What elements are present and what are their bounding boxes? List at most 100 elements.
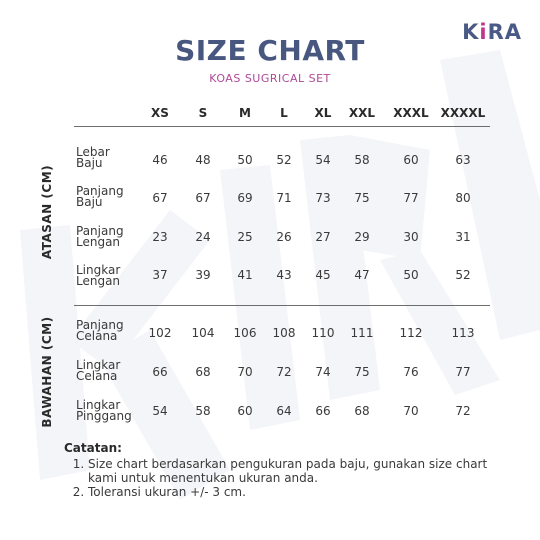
measurement-label: Lingkar Celana xyxy=(76,358,121,383)
size-value-cell: 60 xyxy=(237,404,253,418)
size-value-cell: 27 xyxy=(315,230,331,244)
size-value-cell: 73 xyxy=(315,191,331,205)
logo-mark-icon: i xyxy=(479,20,488,44)
size-value-cell: 26 xyxy=(276,230,292,244)
measurement-label-line: Celana xyxy=(76,329,118,343)
size-value-cell: 108 xyxy=(272,326,296,340)
section-label: ATASAN (CM) xyxy=(40,164,54,260)
size-value-cell: 47 xyxy=(354,268,370,282)
size-header: XS xyxy=(151,106,169,120)
size-value-cell: 45 xyxy=(315,268,331,282)
size-value-cell: 58 xyxy=(195,404,211,418)
measurement-label: Lingkar Lengan xyxy=(76,263,121,288)
measurement-label-line: Lengan xyxy=(76,235,121,249)
measurement-label-line: Lebar xyxy=(76,145,110,159)
measurement-label: Panjang Baju xyxy=(76,184,124,209)
size-header: M xyxy=(239,106,251,120)
section-divider xyxy=(74,126,490,127)
size-value-cell: 112 xyxy=(399,326,423,340)
size-value-cell: 29 xyxy=(354,230,370,244)
size-value-cell: 52 xyxy=(455,268,471,282)
size-value-cell: 68 xyxy=(354,404,370,418)
size-value-cell: 70 xyxy=(237,365,253,379)
size-value-cell: 48 xyxy=(195,153,211,167)
measurement-label: Panjang Lengan xyxy=(76,224,124,249)
size-value-cell: 54 xyxy=(315,153,331,167)
size-value-cell: 68 xyxy=(195,365,211,379)
size-value-cell: 39 xyxy=(195,268,211,282)
size-value-cell: 76 xyxy=(403,365,419,379)
size-value-cell: 113 xyxy=(451,326,475,340)
size-header: S xyxy=(198,106,208,120)
measurement-label-line: Panjang xyxy=(76,318,124,332)
measurement-label-line: Panjang xyxy=(76,184,124,198)
size-value-cell: 75 xyxy=(354,365,370,379)
size-header: XXXL xyxy=(393,106,429,120)
size-value-cell: 50 xyxy=(403,268,419,282)
size-value-cell: 106 xyxy=(233,326,257,340)
size-value-cell: 24 xyxy=(195,230,211,244)
size-value-cell: 63 xyxy=(455,153,471,167)
measurement-label-line: Lingkar xyxy=(76,358,121,372)
size-value-cell: 77 xyxy=(455,365,471,379)
note-item: Toleransi ukuran +/- 3 cm. xyxy=(88,485,504,499)
section-label: BAWAHAN (CM) xyxy=(40,316,54,428)
size-value-cell: 41 xyxy=(237,268,253,282)
size-header: XXXXL xyxy=(440,106,486,120)
size-value-cell: 74 xyxy=(315,365,331,379)
size-value-cell: 60 xyxy=(403,153,419,167)
size-header: XL xyxy=(314,106,332,120)
size-value-cell: 31 xyxy=(455,230,471,244)
measurement-label-line: Lingkar xyxy=(76,263,121,277)
size-value-cell: 72 xyxy=(455,404,471,418)
size-value-cell: 72 xyxy=(276,365,292,379)
size-value-cell: 54 xyxy=(152,404,168,418)
page-title: SIZE CHART xyxy=(175,34,365,67)
size-value-cell: 64 xyxy=(276,404,292,418)
notes-title: Catatan: xyxy=(64,441,122,455)
measurement-label: Lingkar Pinggang xyxy=(76,398,132,423)
size-value-cell: 67 xyxy=(152,191,168,205)
size-value-cell: 30 xyxy=(403,230,419,244)
measurement-label-line: Baju xyxy=(76,195,103,209)
size-value-cell: 69 xyxy=(237,191,253,205)
measurement-label-line: Lengan xyxy=(76,274,121,288)
size-value-cell: 70 xyxy=(403,404,419,418)
size-value-cell: 52 xyxy=(276,153,292,167)
measurement-label-line: Panjang xyxy=(76,224,124,238)
brand-logo: KiRA xyxy=(462,20,522,44)
size-value-cell: 66 xyxy=(152,365,168,379)
size-value-cell: 102 xyxy=(148,326,172,340)
size-value-cell: 43 xyxy=(276,268,292,282)
size-value-cell: 66 xyxy=(315,404,331,418)
size-value-cell: 104 xyxy=(191,326,215,340)
measurement-label-line: Pinggang xyxy=(76,409,132,423)
measurement-label: Panjang Celana xyxy=(76,318,124,343)
size-value-cell: 80 xyxy=(455,191,471,205)
note-item: Size chart berdasarkan pengukuran pada b… xyxy=(88,457,504,485)
measurement-label-line: Lingkar xyxy=(76,398,121,412)
measurement-label-line: Celana xyxy=(76,369,118,383)
size-value-cell: 111 xyxy=(350,326,374,340)
logo-text-left: K xyxy=(462,20,480,44)
page-subtitle: KOAS SUGRICAL SET xyxy=(209,72,331,85)
size-value-cell: 77 xyxy=(403,191,419,205)
notes-section: Catatan: Size chart berdasarkan pengukur… xyxy=(64,441,504,499)
size-value-cell: 110 xyxy=(311,326,335,340)
measurement-label-line: Baju xyxy=(76,156,103,170)
size-value-cell: 67 xyxy=(195,191,211,205)
size-header: L xyxy=(280,106,288,120)
size-value-cell: 58 xyxy=(354,153,370,167)
size-value-cell: 23 xyxy=(152,230,168,244)
size-value-cell: 25 xyxy=(237,230,253,244)
size-value-cell: 75 xyxy=(354,191,370,205)
size-value-cell: 46 xyxy=(152,153,168,167)
section-divider xyxy=(74,305,490,306)
measurement-label: Lebar Baju xyxy=(76,145,110,170)
notes-list: Size chart berdasarkan pengukuran pada b… xyxy=(64,457,504,499)
logo-text-right: RA xyxy=(487,20,522,44)
size-value-cell: 37 xyxy=(152,268,168,282)
size-header: XXL xyxy=(348,106,376,120)
size-value-cell: 50 xyxy=(237,153,253,167)
size-value-cell: 71 xyxy=(276,191,292,205)
